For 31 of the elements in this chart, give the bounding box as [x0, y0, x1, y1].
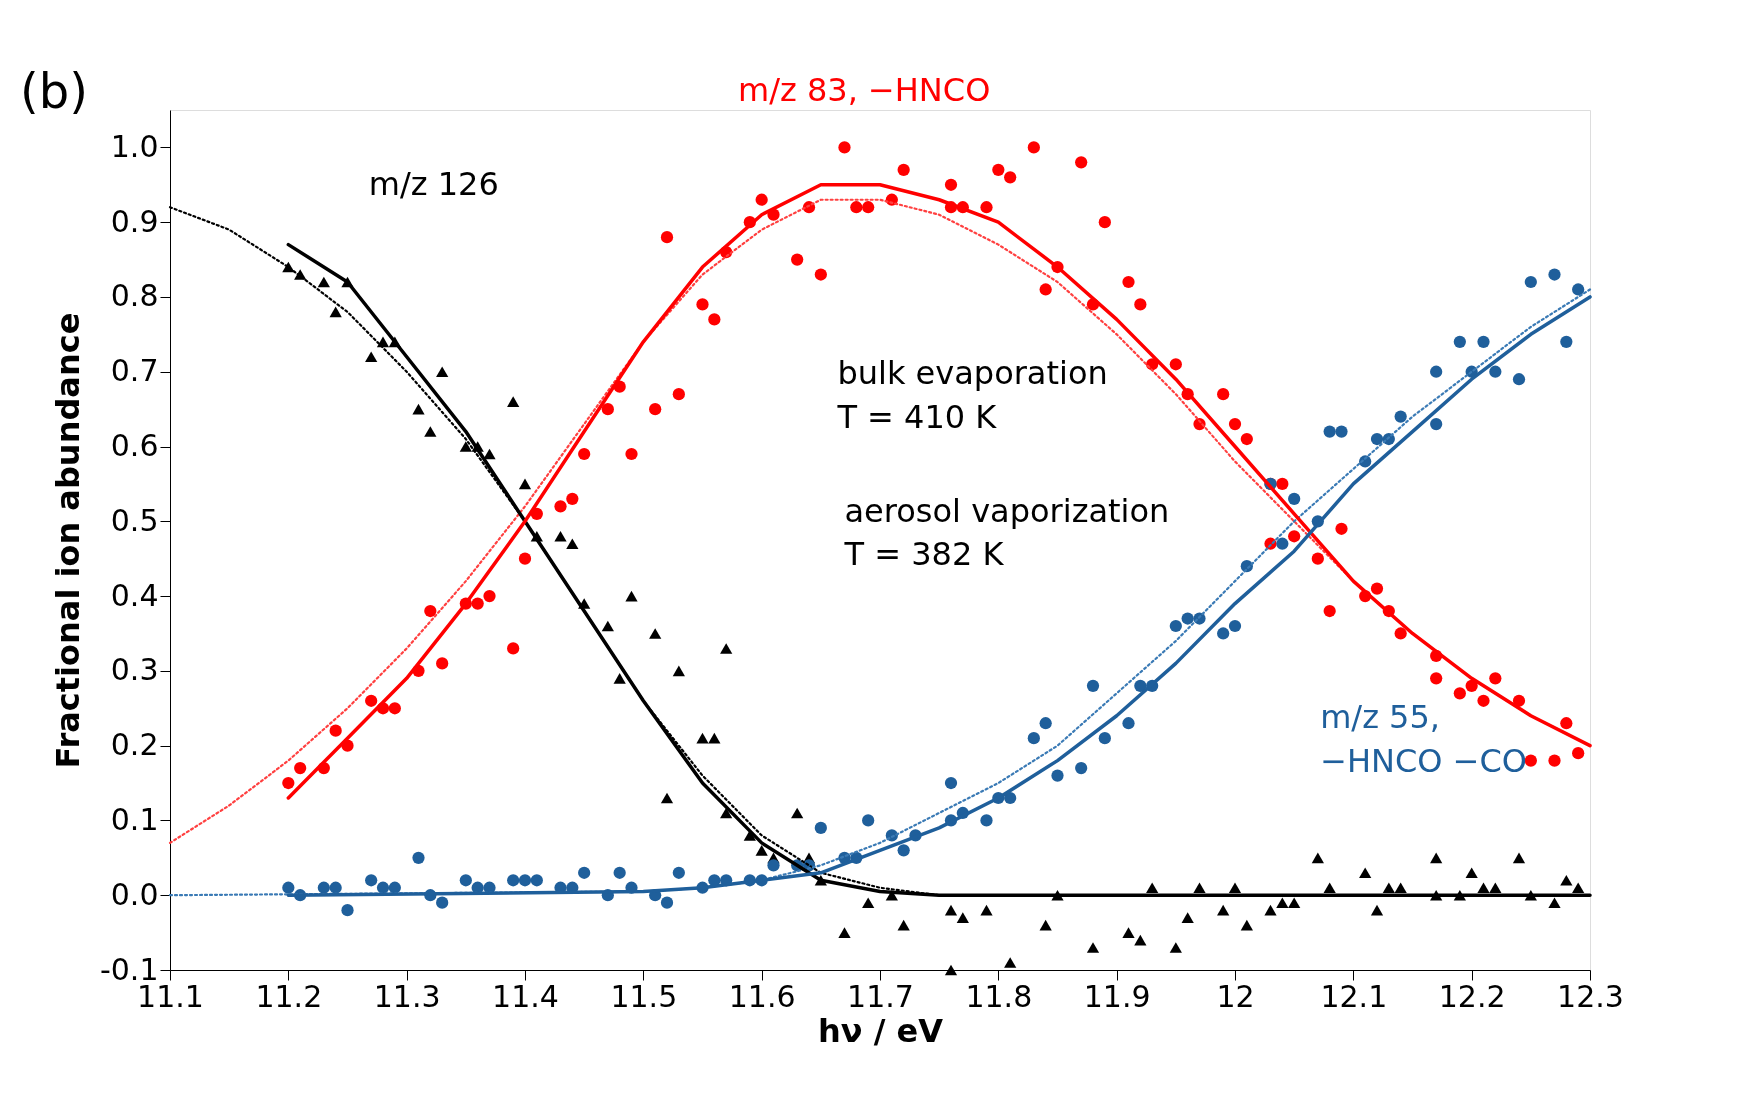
y-tick-label: 1.0	[110, 128, 159, 164]
x-tick-label: 11.4	[492, 978, 559, 1014]
y-tick-label: 0.9	[110, 203, 159, 239]
y-tick-label: 0.5	[110, 502, 159, 538]
x-tick-label: 12	[1216, 978, 1255, 1014]
y-tick-label: 0.2	[110, 727, 159, 763]
y-tick-label: 0.7	[110, 353, 159, 389]
y-tick-label: 0.0	[110, 876, 159, 912]
y-tick-label: 0.3	[110, 652, 159, 688]
annotation: m/z 126	[368, 165, 499, 204]
x-tick-label: 12.1	[1320, 978, 1388, 1014]
x-tick-label: 11.2	[255, 978, 323, 1014]
text: m/z 83, −HNCO	[738, 70, 991, 109]
x-tick-label: 11.8	[965, 978, 1033, 1014]
y-axis-title: Fractional ion abundance	[48, 312, 87, 769]
x-tick-label: 12.2	[1438, 978, 1506, 1014]
x-tick-label: 11.6	[728, 978, 796, 1014]
y-tick-label: 0.1	[110, 801, 159, 837]
y-tick-label: 0.4	[110, 577, 159, 613]
x-tick-label: 12.3	[1557, 978, 1624, 1014]
y-tick-label: 0.6	[110, 428, 159, 464]
annotation: aerosol vaporization T = 382 K	[843, 492, 1170, 574]
x-axis-title: hν / eV	[817, 1011, 944, 1050]
x-tick-label: 11.9	[1083, 978, 1151, 1014]
x-tick-label: 11.3	[373, 978, 441, 1014]
x-tick-label: 11.7	[847, 978, 914, 1014]
y-tick-label: 0.8	[110, 278, 159, 314]
text: (b)	[20, 63, 88, 119]
annotation: bulk evaporation T = 410 K	[836, 354, 1108, 436]
annotation: m/z 55, −HNCO −CO	[1320, 698, 1528, 780]
x-tick-label: 11.5	[610, 978, 678, 1014]
